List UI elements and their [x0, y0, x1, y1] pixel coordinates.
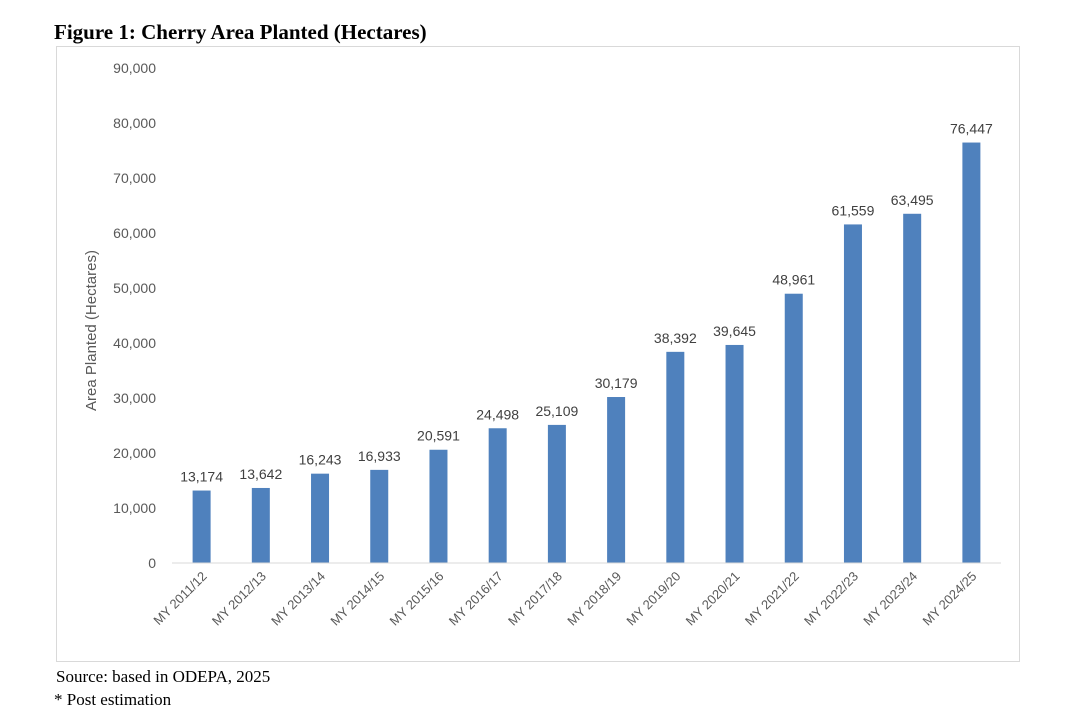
x-tick-label: MY 2011/12 [150, 569, 209, 628]
bar [429, 449, 448, 563]
bar [903, 213, 922, 563]
data-label: 16,243 [299, 452, 342, 468]
y-tick-label: 60,000 [113, 225, 156, 241]
data-label: 25,109 [535, 403, 578, 419]
data-label: 76,447 [950, 121, 993, 137]
x-tick-label: MY 2019/20 [623, 569, 683, 629]
chart-frame: 0 10,000 20,000 30,000 40,000 50,000 60,000 70,… [56, 46, 1020, 662]
bar-series [192, 142, 981, 563]
y-tick-label: 20,000 [113, 445, 156, 461]
data-label: 24,498 [476, 406, 519, 422]
data-label: 63,495 [891, 192, 934, 208]
footnote: * Post estimation [54, 690, 172, 709]
bar [666, 351, 685, 563]
bar [251, 487, 270, 563]
y-tick-label: 10,000 [113, 500, 156, 516]
x-tick-label: MY 2016/17 [446, 569, 506, 629]
figure-title: Figure 1: Cherry Area Planted (Hectares) [54, 20, 427, 44]
x-tick-label: MY 2012/13 [209, 569, 269, 629]
data-label: 13,642 [239, 466, 282, 482]
y-axis-ticks: 0 10,000 20,000 30,000 40,000 50,000 60,000 70,… [113, 60, 156, 571]
y-tick-label: 80,000 [113, 115, 156, 131]
data-labels: 13,174 13,642 16,243 16,933 20,591 24,498 25,1… [180, 121, 993, 485]
data-label: 30,179 [595, 375, 638, 391]
x-tick-label: MY 2017/18 [505, 569, 565, 629]
bar [370, 469, 389, 563]
y-tick-label: 50,000 [113, 280, 156, 296]
x-tick-label: MY 2023/24 [860, 569, 920, 629]
data-label: 61,559 [832, 202, 875, 218]
y-tick-label: 0 [148, 555, 156, 571]
bar-chart: 0 10,000 20,000 30,000 40,000 50,000 60,000 70,… [83, 60, 1001, 629]
source-note: Source: based in ODEPA, 2025 [56, 667, 271, 686]
bar [962, 142, 981, 563]
x-tick-label: MY 2024/25 [919, 569, 979, 629]
data-label: 13,174 [180, 469, 223, 485]
data-label: 38,392 [654, 330, 697, 346]
y-axis-title: Area Planted (Hectares) [83, 250, 100, 411]
y-tick-label: 90,000 [113, 60, 156, 76]
data-label: 39,645 [713, 323, 756, 339]
x-tick-label: MY 2021/22 [742, 569, 802, 629]
x-tick-label: MY 2015/16 [387, 569, 447, 629]
bar [725, 344, 744, 563]
bar [607, 397, 626, 563]
bar [547, 424, 566, 563]
x-tick-label: MY 2013/14 [268, 569, 328, 629]
data-label: 16,933 [358, 448, 401, 464]
y-tick-label: 30,000 [113, 390, 156, 406]
y-tick-label: 70,000 [113, 170, 156, 186]
bar [311, 473, 330, 563]
data-label: 20,591 [417, 428, 460, 444]
x-axis-ticks: MY 2011/12 MY 2012/13 MY 2013/14 MY 2014/15… [150, 569, 979, 629]
x-tick-label: MY 2020/21 [683, 569, 743, 629]
x-tick-label: MY 2014/15 [327, 569, 387, 629]
bar [192, 490, 211, 563]
bar [488, 428, 507, 563]
bar [843, 224, 862, 563]
bar [784, 293, 803, 563]
x-tick-label: MY 2022/23 [801, 569, 861, 629]
y-tick-label: 40,000 [113, 335, 156, 351]
x-tick-label: MY 2018/19 [564, 569, 624, 629]
data-label: 48,961 [772, 272, 815, 288]
